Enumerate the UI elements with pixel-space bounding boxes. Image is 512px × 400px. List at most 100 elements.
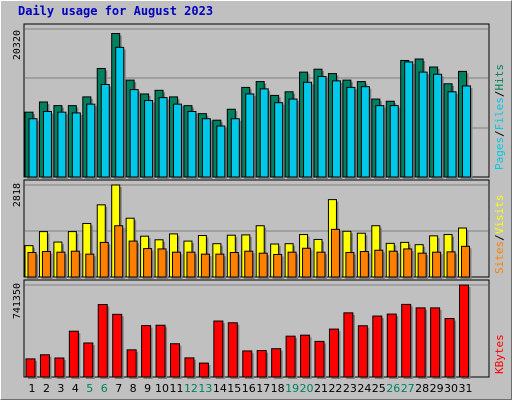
bar-sites — [330, 228, 342, 279]
day-label: 28 — [415, 382, 429, 395]
bar-files — [346, 86, 357, 179]
day-label: 4 — [72, 382, 79, 395]
bar-kbytes — [314, 340, 326, 379]
bar-files — [360, 86, 372, 179]
day-label: 29 — [430, 382, 444, 395]
legend: Pages/Files/Hits — [493, 64, 506, 170]
bar-files — [375, 105, 386, 179]
bar-sites — [215, 253, 226, 279]
day-label: 6 — [101, 382, 108, 395]
day-label: 21 — [314, 382, 328, 395]
y-max-label: 20320 — [12, 30, 23, 60]
bar-files — [274, 102, 285, 179]
bar-sites — [345, 252, 356, 279]
bar-sites — [461, 245, 472, 279]
bar-sites — [143, 248, 154, 279]
day-label: 1 — [29, 382, 36, 395]
bar-files — [187, 110, 198, 179]
bar-kbytes — [97, 304, 110, 379]
day-label: 24 — [357, 382, 371, 395]
day-label: 17 — [256, 382, 270, 395]
bar-sites — [374, 249, 385, 279]
day-label: 3 — [57, 382, 64, 395]
bar-sites — [85, 253, 96, 279]
bar-kbytes — [271, 348, 283, 379]
day-label: 19 — [285, 382, 299, 395]
legend-files: Files — [493, 97, 506, 130]
bar-files — [245, 93, 256, 179]
legend-kbytes: KBytes — [493, 334, 506, 374]
bar-sites — [114, 225, 125, 279]
bar-kbytes — [285, 335, 298, 379]
legend-hits: Hits — [493, 64, 506, 91]
bar-kbytes — [39, 354, 52, 379]
day-label: 27 — [401, 382, 415, 395]
bar-sites — [432, 251, 443, 279]
day-label: 8 — [130, 382, 137, 395]
bar-sites — [316, 251, 327, 279]
bar-files — [129, 89, 141, 179]
day-label: 13 — [198, 382, 212, 395]
bar-kbytes — [184, 357, 196, 379]
bar-kbytes — [256, 350, 269, 379]
bar-files — [115, 46, 126, 179]
bar-kbytes — [459, 284, 471, 379]
bar-sites — [417, 252, 429, 279]
day-label: 12 — [184, 382, 198, 395]
bar-files — [230, 118, 242, 179]
bar-kbytes — [372, 315, 384, 379]
bar-kbytes — [126, 349, 139, 379]
bar-files — [288, 98, 300, 179]
bar-sites — [359, 251, 371, 279]
day-label: 7 — [115, 382, 122, 395]
bar-kbytes — [300, 334, 312, 379]
bar-sites — [27, 252, 38, 279]
bar-kbytes — [444, 318, 457, 379]
legend: Sites/Visits — [493, 195, 506, 275]
bar-files — [404, 61, 415, 179]
bar-kbytes — [68, 330, 81, 379]
legend: KBytes — [493, 334, 506, 374]
legend-pages: Pages — [493, 137, 506, 170]
bar-sites — [302, 247, 313, 279]
bar-files — [331, 80, 343, 179]
bar-kbytes — [155, 324, 168, 379]
bar-files — [418, 71, 430, 179]
bar-files — [173, 103, 184, 179]
bar-kbytes — [141, 325, 153, 379]
day-label: 5 — [86, 382, 93, 395]
bar-sites — [70, 250, 82, 279]
bar-files — [447, 91, 459, 179]
day-label: 11 — [170, 382, 184, 395]
bar-kbytes — [213, 320, 225, 379]
bar-sites — [200, 253, 212, 279]
bar-sites — [186, 251, 197, 279]
bar-sites — [388, 250, 400, 279]
bar-sites — [446, 251, 458, 279]
bar-files — [100, 84, 112, 179]
bar-sites — [229, 252, 241, 279]
day-label: 25 — [372, 382, 386, 395]
day-label: 26 — [386, 382, 400, 395]
day-label: 15 — [227, 382, 241, 395]
day-label: 20 — [300, 382, 314, 395]
bar-sites — [157, 248, 169, 279]
bar-kbytes — [198, 362, 211, 379]
bar-files — [144, 100, 155, 179]
bar-files — [57, 111, 68, 179]
bar-kbytes — [54, 357, 66, 379]
bar-sites — [99, 241, 111, 279]
bar-sites — [244, 250, 255, 279]
bar-kbytes — [328, 328, 341, 379]
bar-files — [389, 105, 401, 179]
bar-kbytes — [401, 303, 413, 379]
bar-sites — [273, 253, 284, 279]
y-max-label: 741350 — [12, 283, 23, 319]
bar-sites — [128, 240, 140, 279]
day-label: 30 — [444, 382, 458, 395]
bar-kbytes — [357, 325, 370, 379]
bar-sites — [287, 251, 299, 279]
bar-files — [86, 103, 97, 179]
day-label: 16 — [242, 382, 256, 395]
